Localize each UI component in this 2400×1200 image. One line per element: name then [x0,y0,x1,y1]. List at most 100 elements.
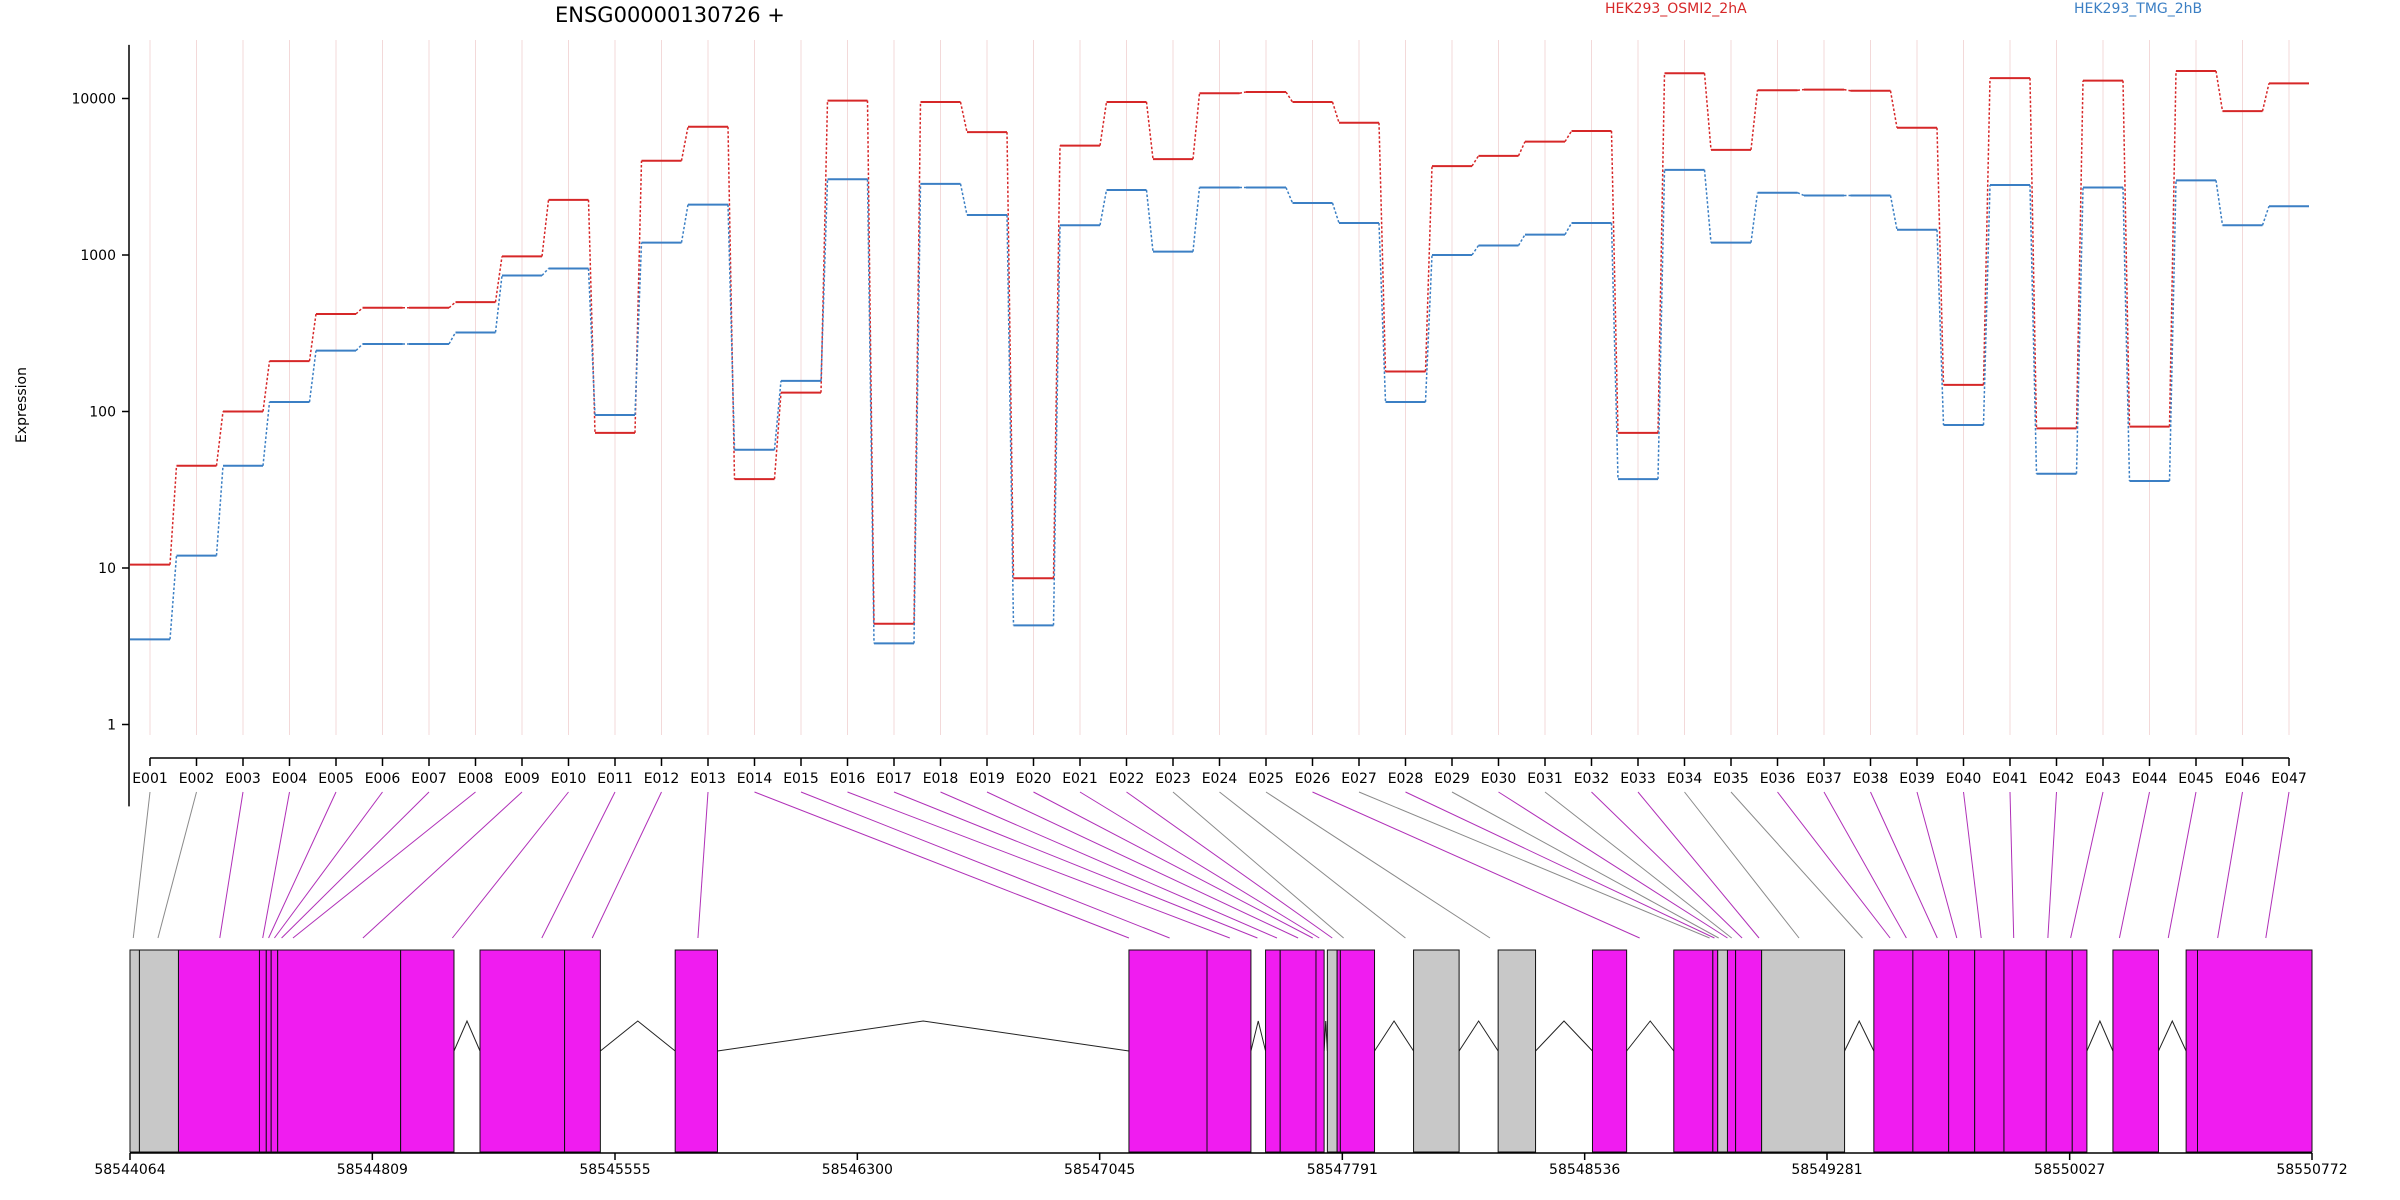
exon-block [270,949,279,1153]
exon-connector [2118,791,2150,939]
x-tick-label: E018 [923,771,959,787]
x-tick-label: E004 [272,771,308,787]
exon-connector [1823,791,1907,939]
intron-line [2086,1019,2114,1052]
exon-block [400,949,455,1153]
x-tick-label: E036 [1760,771,1796,787]
intron-line [1535,1020,1593,1052]
x-tick-label: E032 [1574,771,1610,787]
exon-connector [986,791,1299,939]
x-tick-label: E045 [2178,771,2214,787]
exon-connector [2009,791,2015,939]
exon-block [277,949,402,1153]
coordinate-label: 58544064 [94,1162,165,1178]
x-tick-label: E041 [1992,771,2028,787]
series-lines [130,69,2309,645]
exon-connector [1265,791,1491,939]
coordinate-label: 58549281 [1791,1162,1862,1178]
exon-block [1326,949,1338,1153]
exon-block [2071,949,2088,1153]
exon-connector [157,791,197,939]
chart-title: ENSG00000130726 + [555,3,785,27]
coordinate-axis: 58544064 58544809 58545555 58546300 58547045… [94,1152,2348,1178]
exon-block [1974,949,2005,1153]
exon-connector [697,791,709,939]
x-tick-label: E043 [2085,771,2121,787]
coordinate-label: 58545555 [579,1162,650,1178]
coordinate-label: 58546300 [822,1162,893,1178]
gene-track [129,949,2313,1153]
x-tick-label: E014 [737,771,773,787]
exon-block [265,949,272,1153]
x-tick-label: E011 [597,771,633,787]
intron-line [1458,1020,1499,1052]
exon-connector [1963,791,1982,939]
exon-connector [893,791,1258,939]
x-tick-label: E016 [830,771,866,787]
x-tick-label: E025 [1248,771,1284,787]
x-tick-label: E012 [644,771,680,787]
x-tick-label: E015 [783,771,819,787]
exon-block [1948,949,1976,1153]
exon-connector [1219,791,1406,939]
x-tick-label: E020 [1016,771,1052,787]
y-axis-label: Expression [14,367,30,443]
coordinate-label: 58550027 [2034,1162,2105,1178]
x-tick-label: E035 [1713,771,1749,787]
exon-block [479,949,566,1153]
exon-block [1673,949,1714,1153]
exon-block [1339,949,1376,1153]
x-tick-label: E027 [1341,771,1377,787]
exon-block [1265,949,1281,1153]
exon-connector [1033,791,1313,939]
x-tick-label: E021 [1062,771,1098,787]
x-tick-label: E017 [876,771,912,787]
x-tick-label: E019 [969,771,1005,787]
x-tick-label: E040 [1946,771,1982,787]
exon-connector [1637,791,1760,939]
exon-block [1873,949,1914,1153]
exon-connector [1591,791,1743,939]
x-tick-label: E046 [2225,771,2261,787]
x-tick-label: E044 [2132,771,2168,787]
exon-connector [132,791,151,939]
x-tick-label: E028 [1388,771,1424,787]
exon-connector [1916,791,1958,939]
x-tick-label: E047 [2271,771,2307,787]
exon-block [1497,949,1537,1153]
x-tick-label: E007 [411,771,447,787]
exon-block [1712,949,1719,1153]
x-tick-label: E029 [1434,771,1470,787]
exon-connector [1079,791,1320,939]
x-tick-label: E042 [2039,771,2075,787]
y-tick-label: 100 [89,405,116,421]
intron-line [2158,1019,2187,1052]
x-tick-label: E031 [1527,771,1563,787]
exon-connector [1358,791,1710,939]
y-tick-label: 10 [98,561,116,577]
x-tick-label: E030 [1481,771,1517,787]
exon-block [1128,949,1208,1153]
exon-connector [2047,791,2057,939]
y-tick-label: 1 [107,718,116,734]
exon-block [1717,949,1728,1153]
exon-block [1726,949,1737,1153]
x-tick-label: E013 [690,771,726,787]
x-tick-label: E008 [458,771,494,787]
exon-connector [1730,791,1863,939]
exon-block [258,949,267,1153]
exon-axis: E001 E002 E003 E004 E005 E006 E007 E008 E009 E010… [132,757,2307,787]
exon-connector [274,791,383,939]
intron-line [1844,1019,1875,1052]
exon-block [2045,949,2073,1153]
exon-block [2112,949,2159,1153]
exon-connector [451,791,569,939]
coordinate-label: 58550772 [2276,1162,2347,1178]
intron-line [1374,1020,1414,1052]
x-tick-label: E022 [1109,771,1145,787]
intron-line [1250,1020,1267,1052]
exon-connector [940,791,1278,939]
exon-connector [362,791,523,939]
x-tick-label: E006 [365,771,401,787]
